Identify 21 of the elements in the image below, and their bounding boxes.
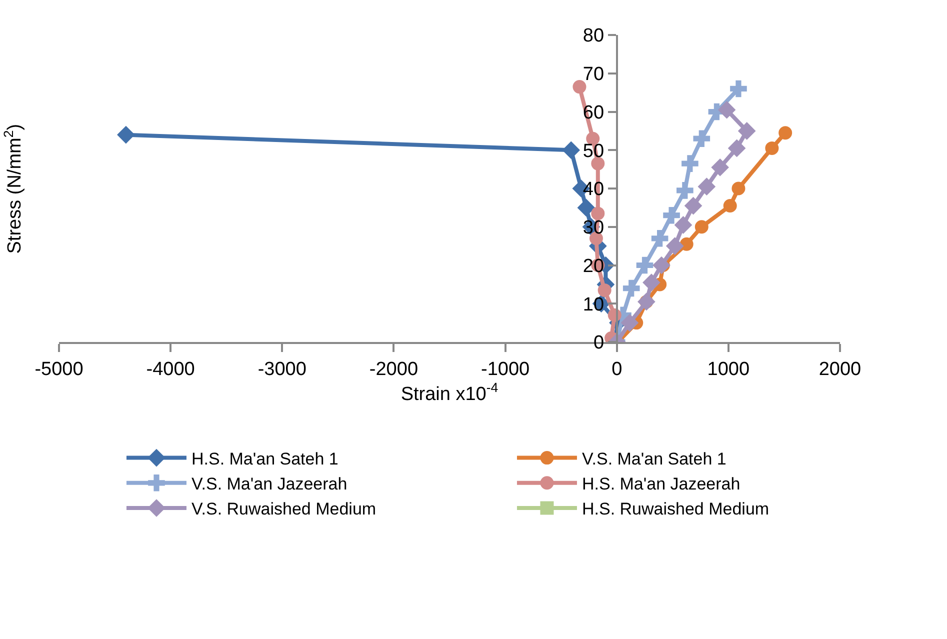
x-tick-label: -1000	[480, 358, 530, 380]
y-tick-label: 70	[582, 64, 604, 86]
legend-label: V.S. Ruwaished Medium	[191, 500, 376, 519]
y-tick-label: 30	[582, 218, 604, 239]
legend-label: H.S. Ma'an Sateh 1	[191, 449, 338, 468]
x-tick-label: -2000	[369, 358, 418, 380]
legend-label: V.S. Ma'an Jazeerah	[191, 474, 348, 494]
x-tick-label: -5000	[34, 358, 84, 380]
x-axis-title: Strain x10$^{-4}$	[400, 380, 498, 406]
legend-label: V.S. Ma'an Sateh 1	[582, 449, 726, 468]
y-tick-label: 50	[582, 140, 604, 162]
x-tick-label: 0	[612, 358, 622, 380]
x-tick-label: 1000	[707, 358, 750, 380]
legend-label: H.S. Ruwaished Medium	[582, 500, 770, 519]
y-tick-label: 0	[593, 332, 604, 354]
x-tick-label: -3000	[258, 358, 306, 380]
x-tick-label: -4000	[146, 358, 195, 380]
y-tick-label: 80	[582, 26, 604, 47]
legend-label: H.S. Ma'an Jazeerah	[582, 474, 740, 494]
y-tick-label: 60	[582, 102, 604, 124]
x-tick-label: 2000	[818, 358, 862, 380]
